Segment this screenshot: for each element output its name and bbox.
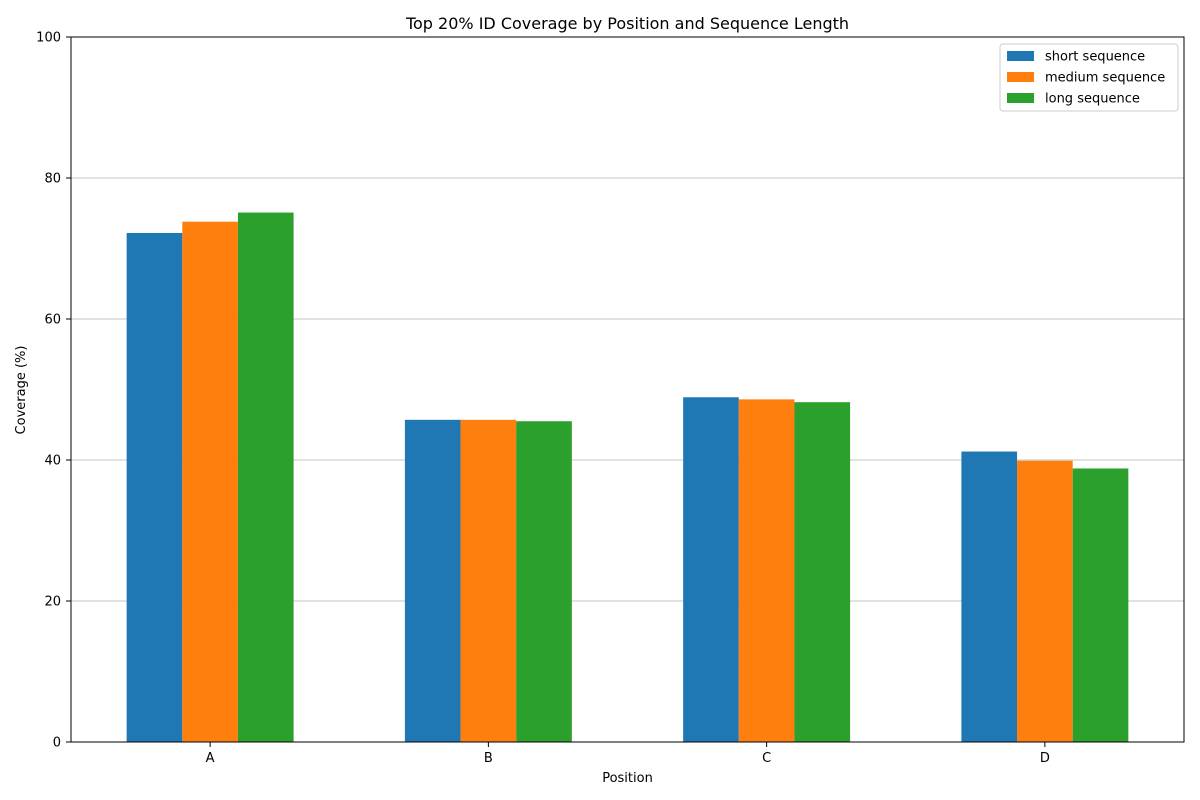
x-tick-label: D (1040, 751, 1050, 766)
bar (683, 397, 739, 742)
y-tick-label: 60 (44, 313, 61, 328)
y-tick-label: 80 (44, 172, 61, 187)
bar (1017, 460, 1073, 742)
legend-label: short sequence (1045, 50, 1145, 65)
x-tick-label: A (206, 751, 215, 766)
bar (738, 399, 795, 742)
bar (237, 212, 294, 743)
legend-swatch (1007, 93, 1034, 103)
bar (460, 419, 517, 742)
legend-label: long sequence (1045, 92, 1140, 107)
x-axis: A B C D (206, 742, 1050, 766)
x-tick-label: B (484, 751, 493, 766)
bar (126, 232, 183, 743)
x-axis-label: Position (602, 771, 653, 786)
plot-frame (70, 36, 1185, 743)
chart-title: Top 20% ID Coverage by Position and Sequ… (405, 14, 849, 33)
legend-swatch (1007, 51, 1034, 61)
legend-swatch (1007, 72, 1034, 82)
y-axis: 0 20 40 60 80 100 (36, 31, 71, 751)
y-tick-label: 20 (44, 595, 61, 610)
legend: short sequence medium sequence long sequen… (999, 43, 1179, 112)
bar (1072, 468, 1129, 742)
legend-box (999, 43, 1179, 112)
bar (961, 451, 1018, 742)
y-axis-label: Coverage (%) (14, 346, 29, 435)
bars (126, 212, 1129, 743)
bar (404, 419, 461, 742)
y-tick-label: 40 (44, 454, 61, 469)
bar (516, 421, 572, 742)
y-tick-label: 100 (36, 31, 61, 46)
bar (182, 221, 238, 742)
bar (794, 402, 851, 742)
y-tick-label: 0 (53, 736, 61, 751)
x-tick-label: C (762, 751, 771, 766)
legend-label: medium sequence (1045, 71, 1165, 86)
